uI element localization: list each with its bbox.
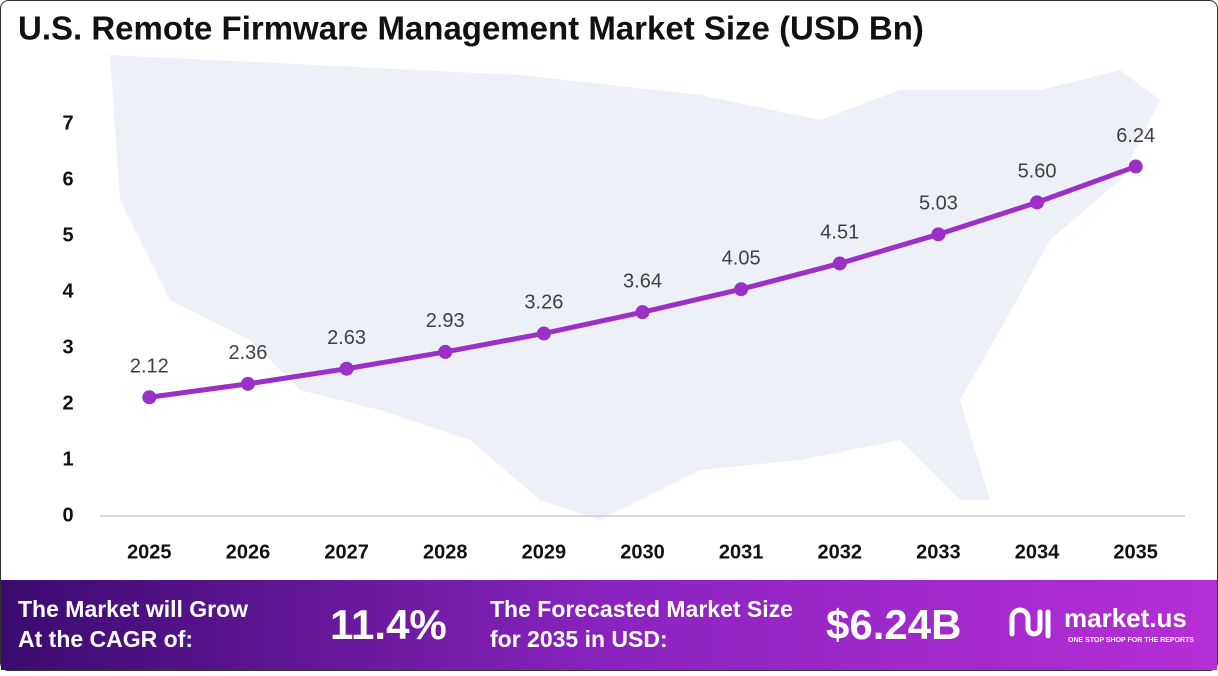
forecast-value: $6.24B	[826, 601, 961, 648]
x-tick-label: 2026	[226, 541, 271, 563]
data-label: 3.64	[623, 270, 662, 292]
data-point	[1030, 195, 1045, 210]
chart-title: U.S. Remote Firmware Management Market S…	[18, 10, 924, 47]
y-tick-label: 4	[62, 280, 74, 302]
y-tick-label: 0	[62, 504, 73, 526]
data-point	[536, 326, 551, 341]
y-tick-label: 7	[62, 112, 73, 134]
data-point	[142, 390, 157, 405]
data-point	[931, 227, 946, 242]
data-point	[438, 344, 453, 359]
y-tick-label: 5	[62, 224, 73, 246]
y-tick-label: 3	[62, 336, 73, 358]
data-point	[635, 305, 650, 320]
y-tick-label: 6	[62, 168, 73, 190]
x-tick-label: 2032	[818, 541, 863, 563]
brand-logo	[1009, 607, 1051, 639]
cagr-text: The Market will Grow At the CAGR of:	[18, 596, 248, 652]
cagr-value: 11.4%	[330, 601, 447, 648]
data-label: 2.36	[228, 342, 267, 364]
map-background	[110, 55, 1160, 520]
y-tick-label: 2	[62, 392, 73, 414]
footer-band	[1, 580, 1217, 670]
x-tick-label: 2028	[423, 541, 468, 563]
data-label: 3.26	[524, 292, 563, 314]
data-label: 5.60	[1018, 161, 1057, 183]
data-label: 2.12	[130, 356, 169, 378]
x-tick-label: 2025	[127, 541, 172, 563]
brand-name: market.us	[1064, 603, 1187, 633]
x-tick-label: 2031	[719, 541, 764, 563]
data-point	[734, 282, 749, 297]
y-tick-label: 1	[62, 448, 73, 470]
data-label: 4.05	[722, 247, 761, 269]
data-label: 6.24	[1116, 125, 1155, 147]
data-point	[339, 361, 354, 376]
data-label: 2.63	[327, 327, 366, 349]
data-point	[832, 256, 847, 271]
plot: 0 1 2 3 4 5 6 7 2025 2026 2027 2028 2029 2030 2031 2032…	[62, 112, 1157, 563]
forecast-text: The Forecasted Market Size for 2035 in US…	[490, 596, 793, 652]
data-point	[1128, 159, 1143, 174]
data-label: 2.93	[426, 310, 465, 332]
x-tick-label: 2029	[522, 541, 567, 563]
x-tick-label: 2033	[916, 541, 961, 563]
x-tick-label: 2027	[324, 541, 369, 563]
x-tick-label: 2030	[620, 541, 665, 563]
data-label: 4.51	[820, 222, 859, 244]
brand-tagline: ONE STOP SHOP FOR THE REPORTS	[1068, 637, 1194, 644]
x-tick-label: 2035	[1113, 541, 1158, 563]
data-label: 5.03	[919, 193, 958, 215]
x-tick-label: 2034	[1015, 541, 1060, 563]
data-point	[240, 376, 255, 391]
